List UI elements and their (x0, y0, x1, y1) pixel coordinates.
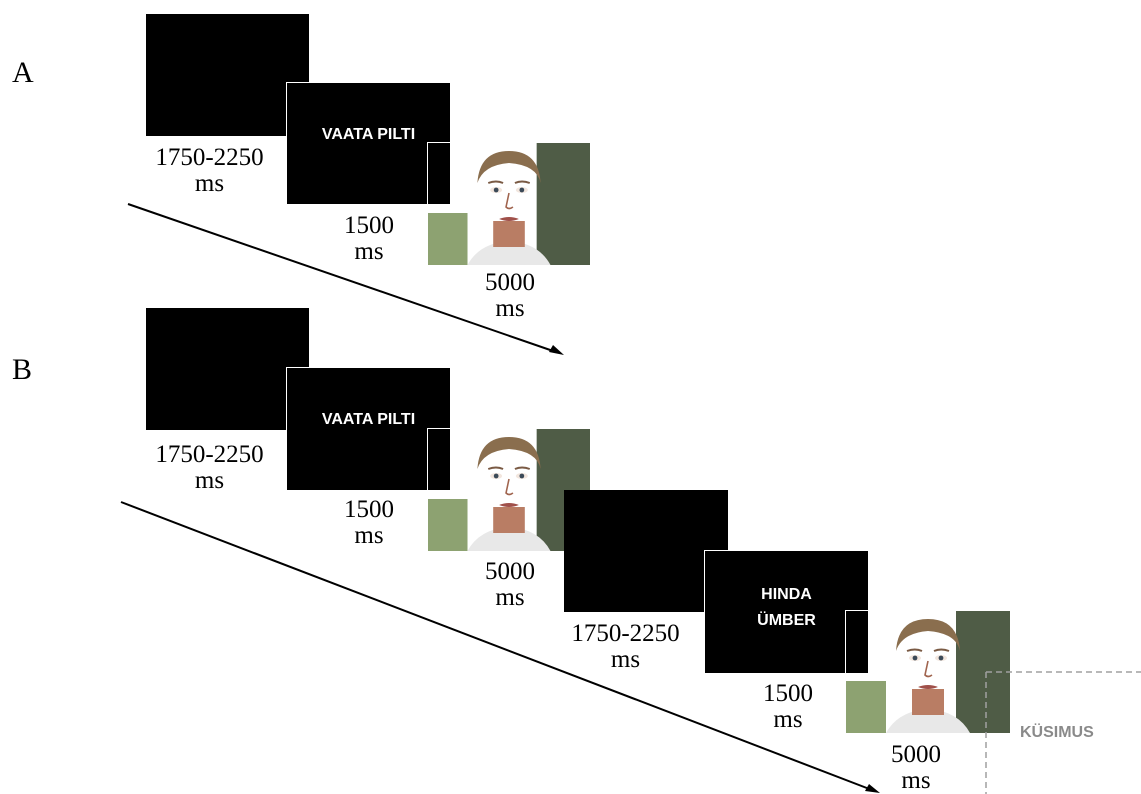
duration-value: 1500 (344, 212, 394, 239)
duration-value: 5000 (485, 269, 535, 296)
duration-unit: ms (194, 467, 225, 494)
duration-unit: ms (773, 706, 803, 733)
instruction-screen-b1: VAATA PILTI (286, 367, 451, 491)
duration-label-b6: 5000 ms (876, 742, 956, 794)
panel-label-b: B (12, 353, 33, 386)
duration-unit: ms (901, 767, 931, 794)
duration-value: 5000 (485, 558, 535, 585)
fixation-screen-a (146, 14, 309, 136)
duration-unit: ms (495, 584, 525, 611)
timeline-arrow-b (120, 501, 873, 791)
instruction-text-b1: VAATA PILTI (321, 411, 416, 429)
duration-label-b2: 1500 ms (329, 497, 409, 549)
duration-label-a1: 1750-2250 ms (142, 145, 277, 197)
instruction-line-2: ÜMBER (757, 612, 816, 629)
duration-unit: ms (610, 646, 641, 673)
duration-value: 5000 (891, 741, 941, 768)
question-text: KÜSIMUS (1020, 724, 1094, 741)
duration-unit: ms (495, 295, 525, 322)
question-screen-outline (985, 671, 1141, 794)
instruction-screen-b2: HINDA ÜMBER (704, 550, 869, 674)
face-image-a (427, 142, 591, 266)
duration-label-a2: 1500 ms (329, 213, 409, 265)
duration-label-a3: 5000 ms (470, 270, 550, 322)
instruction-text-b2: HINDA ÜMBER (705, 543, 868, 673)
instruction-line-1: HINDA (761, 586, 812, 604)
duration-label-b4: 1750-2250 ms (558, 621, 693, 673)
duration-value: 1500 (344, 496, 394, 523)
timeline-arrowhead-b (865, 784, 880, 793)
instruction-screen-a: VAATA PILTI (286, 82, 451, 205)
duration-unit: ms (354, 238, 384, 265)
duration-label-b1: 1750-2250 ms (142, 442, 277, 494)
duration-unit: ms (194, 170, 225, 197)
duration-label-b3: 5000 ms (470, 559, 550, 611)
duration-value: 1750-2250 (155, 441, 264, 468)
fixation-screen-b2 (564, 490, 728, 612)
timeline-arrow-a (127, 203, 557, 353)
duration-value: 1750-2250 (571, 620, 680, 647)
instruction-text-a: VAATA PILTI (321, 125, 416, 143)
duration-value: 1500 (763, 680, 813, 707)
timeline-arrowhead-a (549, 345, 564, 355)
panel-label-a: A (12, 56, 34, 89)
duration-value: 1750-2250 (155, 144, 264, 171)
fixation-screen-b1 (146, 308, 309, 430)
duration-label-b5: 1500 ms (748, 681, 828, 733)
duration-unit: ms (354, 522, 384, 549)
